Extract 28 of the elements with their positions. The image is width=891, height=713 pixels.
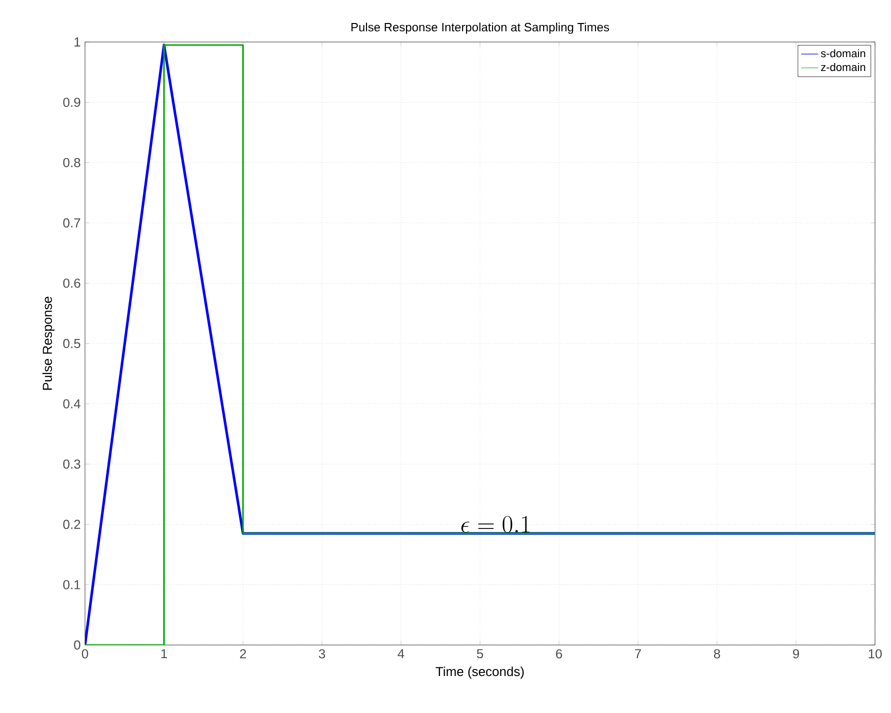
- legend-label: z-domain: [821, 62, 866, 72]
- y-axis-title: Pulse Response: [42, 296, 55, 390]
- y-tick-label: 0.5: [63, 338, 80, 348]
- x-tick-label: 8: [714, 649, 720, 658]
- y-tick-label: 0.6: [63, 278, 80, 288]
- x-tick-label: 3: [318, 649, 326, 658]
- x-tick-label: 2: [240, 649, 246, 658]
- x-tick-label: 1: [161, 649, 167, 658]
- y-tick-label: 1: [74, 38, 80, 46]
- y-tick-label: 0.8: [63, 158, 80, 168]
- y-tick-label: 0.7: [63, 218, 80, 228]
- chart-title: Pulse Response Interpolation at Sampling Times: [351, 22, 610, 34]
- x-tick-label: 6: [556, 649, 562, 658]
- x-tick-label: 10: [868, 649, 882, 658]
- y-tick-label: 0.1: [63, 580, 80, 590]
- x-tick-label: 9: [793, 649, 800, 658]
- y-tick-label: 0.9: [63, 98, 80, 107]
- x-tick-label: 4: [398, 649, 404, 658]
- y-tick-label: 0.2: [63, 520, 80, 529]
- legend-label: s-domain: [820, 49, 866, 58]
- y-tick-label: 0.3: [63, 459, 80, 469]
- y-tick-label: 0: [74, 640, 80, 650]
- annotation: $\epsilon = 0.1$: [461, 516, 530, 533]
- x-axis-title: Time (seconds): [436, 666, 524, 679]
- x-tick-label: 5: [476, 649, 484, 658]
- y-tick-label: 0.4: [63, 399, 80, 408]
- x-tick-label: 7: [635, 649, 641, 658]
- x-tick-label: 0: [82, 649, 88, 658]
